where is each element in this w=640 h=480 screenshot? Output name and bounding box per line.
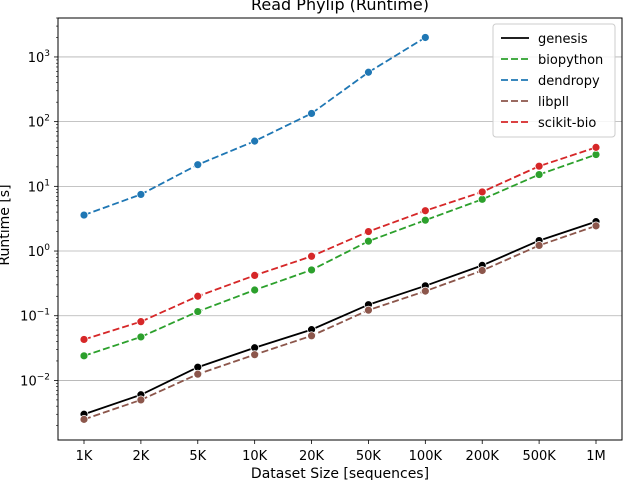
legend-label: genesis [538, 32, 588, 47]
x-tick-label: 10K [242, 449, 268, 464]
data-point [534, 161, 544, 171]
x-tick-label: 500K [522, 449, 556, 464]
legend: genesis biopython dendropy libpll scikit-bio [492, 23, 616, 138]
legend-label: scikit-bio [538, 116, 596, 131]
y-tick-exponent: 3 [44, 49, 50, 59]
y-tick-label: 100 [28, 243, 51, 260]
y-tick-exponent: −2 [37, 372, 50, 382]
series-line [83, 153, 597, 357]
data-point [477, 266, 487, 275]
data-point [250, 271, 260, 280]
series-libpll [79, 221, 601, 424]
y-tick-exponent: 1 [44, 178, 50, 188]
legend-label: libpll [538, 95, 569, 110]
y-tick-base: 10 [28, 180, 45, 195]
x-tick-label: 1K [76, 449, 93, 464]
legend-item: genesis [501, 32, 588, 47]
series-scikit-bio [79, 142, 601, 344]
y-tick-base: 10 [20, 374, 37, 389]
data-point [591, 142, 601, 152]
x-axis-ticks: 1K 2K 5K 10K 20K 50K 100K 200K 500K 1M [76, 440, 606, 464]
y-tick-label: 102 [28, 114, 50, 131]
plot-frame [57, 17, 623, 441]
y-tick-base: 10 [28, 245, 45, 260]
data-point [477, 187, 487, 197]
data-point [307, 265, 316, 275]
data-point [79, 414, 89, 424]
x-tick-label: 1M [586, 449, 606, 464]
data-point [364, 305, 373, 315]
y-axis-label: Runtime [s] [0, 184, 13, 265]
data-point [307, 251, 316, 261]
data-point [136, 395, 146, 405]
data-point [420, 215, 430, 225]
data-point [79, 351, 89, 361]
data-point [193, 291, 203, 301]
y-tick-label: 101 [28, 178, 50, 195]
y-tick-label: 10−2 [20, 372, 50, 389]
legend-label: dendropy [538, 74, 600, 89]
y-tick-exponent: 2 [44, 114, 50, 124]
data-point [591, 221, 601, 231]
legend-item: biopython [501, 53, 603, 68]
data-point [250, 136, 260, 146]
series-dendropy [79, 33, 430, 220]
data-point [250, 285, 260, 295]
legend-item: libpll [501, 95, 569, 110]
legend-item: dendropy [501, 74, 600, 89]
x-tick-label: 5K [189, 449, 206, 464]
y-tick-exponent: 0 [44, 243, 50, 253]
data-point [136, 190, 146, 199]
data-point [477, 194, 487, 204]
data-point [420, 206, 430, 216]
y-tick-base: 10 [28, 116, 45, 131]
series-lines [79, 33, 601, 424]
x-tick-label: 100K [409, 449, 443, 464]
x-axis-label: Dataset Size [sequences] [251, 466, 429, 480]
y-tick-label: 10−1 [20, 308, 50, 325]
y-tick-label: 103 [28, 49, 50, 66]
series-line [83, 146, 597, 341]
series-biopython [79, 150, 601, 361]
chart-title: Read Phylip (Runtime) [251, 0, 429, 14]
data-point [136, 317, 146, 327]
data-point [534, 241, 544, 250]
data-point [364, 67, 373, 77]
data-point [136, 332, 146, 342]
data-point [364, 236, 373, 246]
x-tick-label: 200K [466, 449, 500, 464]
data-point [307, 331, 316, 341]
legend-box [492, 23, 616, 138]
series-line [83, 225, 597, 421]
data-point [193, 307, 203, 316]
y-tick-base: 10 [20, 310, 37, 325]
series-line [83, 220, 597, 416]
data-point [79, 210, 89, 220]
data-point [364, 227, 373, 236]
data-point [193, 160, 203, 170]
data-point [79, 335, 89, 344]
data-point [534, 170, 544, 179]
legend-label: biopython [538, 53, 603, 68]
y-tick-base: 10 [28, 51, 45, 66]
data-point [420, 33, 430, 42]
y-tick-exponent: −1 [37, 308, 50, 318]
x-tick-label: 2K [132, 449, 149, 464]
data-point [250, 350, 260, 360]
data-point [307, 109, 316, 118]
legend-item: scikit-bio [501, 116, 596, 131]
x-tick-label: 20K [299, 449, 325, 464]
data-point [420, 286, 430, 296]
x-tick-label: 50K [356, 449, 382, 464]
data-point [193, 369, 203, 379]
